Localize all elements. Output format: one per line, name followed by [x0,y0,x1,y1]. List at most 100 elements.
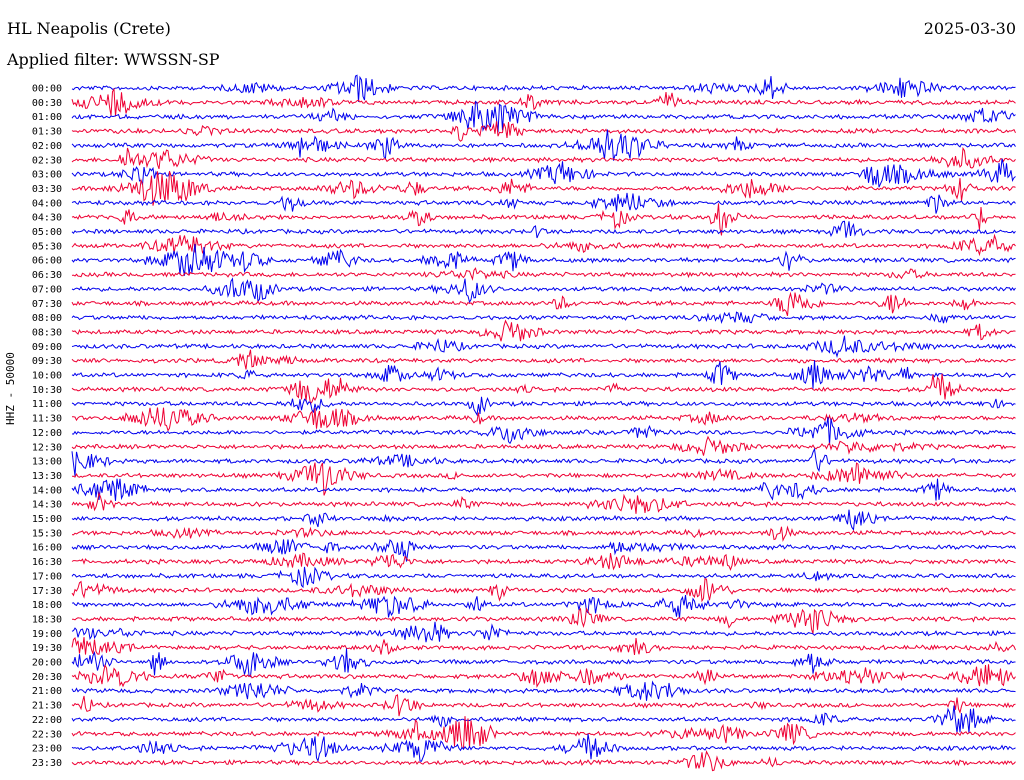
trace-0930 [71,349,1016,370]
time-tick-0830: 08:30 [32,327,62,338]
trace-0200 [71,129,1016,161]
time-tick-2030: 20:30 [32,672,62,683]
time-tick-1600: 16:00 [32,543,62,554]
time-tick-1800: 18:00 [32,600,62,611]
trace-0100 [71,100,1016,133]
time-tick-0200: 02:00 [32,141,62,152]
trace-1930 [71,637,1016,655]
time-tick-1400: 14:00 [32,485,62,496]
time-tick-1300: 13:00 [32,457,62,468]
time-tick-0800: 08:00 [32,313,62,324]
trace-0530 [71,233,1016,257]
date-label: 2025-03-30 [923,19,1016,38]
time-tick-2300: 23:00 [32,744,62,755]
time-tick-1730: 17:30 [32,586,62,597]
time-tick-labels: 00:00 00:30 01:00 01:30 02:00 02:30 03:00 03:30… [32,84,62,769]
trace-1830 [72,607,1016,634]
trace-0830 [71,319,1016,342]
trace-1000 [71,360,1016,389]
trace-1700 [71,566,1016,589]
time-tick-0430: 04:30 [32,213,62,224]
time-tick-0130: 01:30 [32,127,62,138]
filter-label: Applied filter: WWSSN-SP [7,50,220,69]
trace-0500 [71,220,1016,239]
trace-2200 [71,705,1016,733]
trace-0130 [71,121,1016,142]
trace-0800 [71,311,1016,325]
trace-0900 [71,335,1016,358]
trace-2100 [71,680,1016,701]
time-tick-1930: 19:30 [32,643,62,654]
trace-0300 [71,158,1016,188]
trace-1230 [71,435,1016,456]
trace-1900 [71,621,1016,643]
trace-1130 [72,407,1016,432]
time-tick-0730: 07:30 [32,299,62,310]
trace-2130 [71,694,1016,717]
trace-1800 [71,595,1016,619]
time-tick-0030: 00:30 [32,98,62,109]
time-tick-1200: 12:00 [32,428,62,439]
trace-1600 [71,538,1016,562]
trace-0730 [71,291,1016,316]
time-tick-0300: 03:00 [32,170,62,181]
time-tick-1700: 17:00 [32,571,62,582]
time-tick-2000: 20:00 [32,658,62,669]
trace-1030 [71,373,1016,405]
time-tick-0930: 09:30 [32,356,62,367]
time-tick-0500: 05:00 [32,227,62,238]
time-tick-0330: 03:30 [32,184,62,195]
time-tick-1630: 16:30 [32,557,62,568]
time-tick-1230: 12:30 [32,442,62,453]
time-tick-0530: 05:30 [32,241,62,252]
trace-2230 [71,716,1016,750]
trace-0430 [71,203,1016,236]
time-tick-0630: 06:30 [32,270,62,281]
trace-1400 [71,478,1016,502]
time-tick-1330: 13:30 [32,471,62,482]
trace-0330 [71,171,1016,206]
time-tick-1100: 11:00 [32,399,62,410]
trace-0630 [71,267,1016,281]
time-tick-2100: 21:00 [32,686,62,697]
trace-0030 [71,87,1016,117]
trace-1630 [71,552,1016,571]
trace-0700 [71,277,1016,304]
trace-1730 [71,578,1016,603]
time-tick-1000: 10:00 [32,371,62,382]
trace-1500 [71,509,1016,531]
time-tick-0230: 02:30 [32,155,62,166]
time-tick-0900: 09:00 [32,342,62,353]
time-tick-2230: 22:30 [32,729,62,740]
trace-0600 [71,243,1016,276]
time-tick-0600: 06:00 [32,256,62,267]
time-tick-1900: 19:00 [32,629,62,640]
trace-2030 [71,664,1016,689]
time-tick-2130: 21:30 [32,701,62,712]
trace-2300 [71,733,1016,763]
time-tick-1030: 10:30 [32,385,62,396]
time-tick-1430: 14:30 [32,500,62,511]
trace-0230 [71,146,1016,170]
trace-1430 [71,491,1016,514]
time-tick-1130: 11:30 [32,414,62,425]
time-tick-1530: 15:30 [32,528,62,539]
time-tick-0400: 04:00 [32,198,62,209]
trace-2000 [71,648,1016,678]
time-tick-2330: 23:30 [32,758,62,769]
trace-1200 [71,417,1016,446]
time-tick-2200: 22:00 [32,715,62,726]
trace-0000 [71,74,1016,102]
seismogram-traces [71,74,1016,772]
trace-2330 [71,750,1016,772]
trace-1100 [71,396,1016,417]
trace-1530 [71,525,1016,543]
time-tick-1500: 15:00 [32,514,62,525]
trace-0400 [71,192,1016,214]
time-tick-1830: 18:30 [32,614,62,625]
time-tick-0700: 07:00 [32,284,62,295]
trace-1330 [71,462,1016,496]
station-title: HL Neapolis (Crete) [7,19,171,38]
trace-1300 [71,447,1016,476]
